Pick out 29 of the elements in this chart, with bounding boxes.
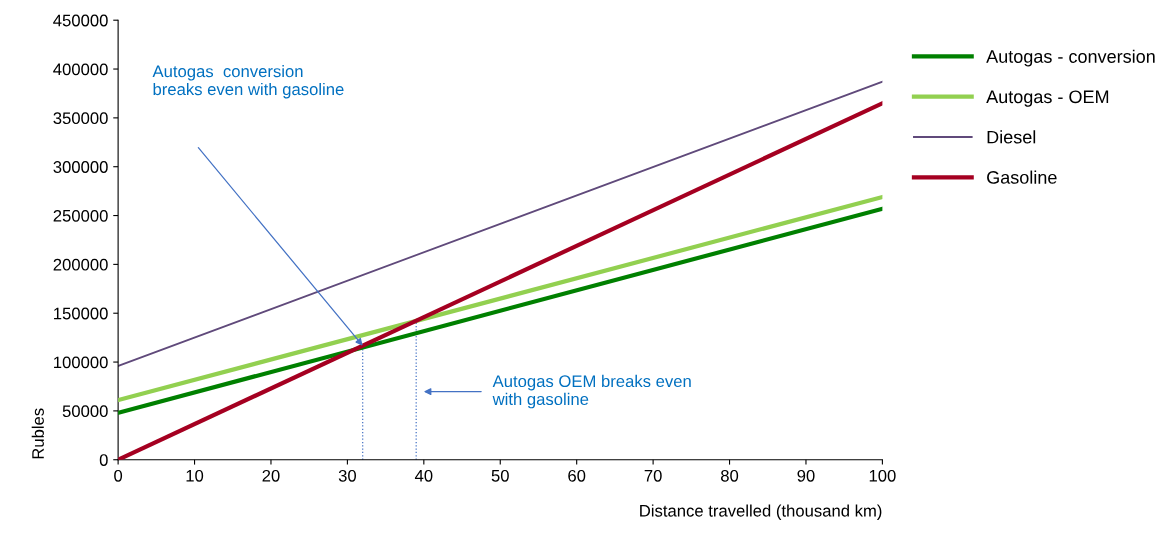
x-tick-label: 0	[114, 469, 123, 482]
x-tick-label: 90	[797, 469, 815, 482]
annotation: Autogas conversion breaks even with gasoline	[152, 64, 344, 99]
x-tick-label: 30	[338, 469, 357, 482]
x-tick-label: 100	[869, 469, 896, 482]
legend-label: Autogas - OEM	[986, 90, 1109, 107]
x-tick-label: 60	[568, 469, 586, 482]
y-tick-label: 100000	[54, 356, 108, 369]
legend-label: Diesel	[987, 130, 1036, 144]
legend-label: Autogas - conversion	[986, 49, 1155, 67]
y-tick-label: 300000	[53, 161, 108, 173]
x-tick-label: 70	[644, 469, 662, 482]
y-tick-label: 400000	[53, 63, 108, 76]
x-tick-label: 10	[186, 469, 204, 482]
y-tick-label: 150000	[54, 307, 108, 320]
x-tick-label: 50	[491, 469, 509, 482]
x-tick-label: 20	[262, 469, 280, 482]
x-tick-label: 80	[721, 469, 739, 482]
y-tick-label: 450000	[53, 14, 108, 27]
x-axis-title: Distance travelled (thousand km)	[640, 504, 882, 520]
y-tick-label: 250000	[53, 209, 108, 222]
y-tick-label: 350000	[53, 112, 108, 125]
x-tick-label: 40	[414, 469, 433, 482]
y-axis-title: Rubles	[31, 408, 44, 459]
y-tick-label: 200000	[53, 258, 108, 271]
y-tick-label: 0	[99, 454, 108, 466]
y-tick-label: 50000	[62, 405, 108, 418]
annotation: Autogas OEM breaks even with gasoline	[492, 374, 691, 409]
legend-label: Gasoline	[987, 170, 1057, 184]
